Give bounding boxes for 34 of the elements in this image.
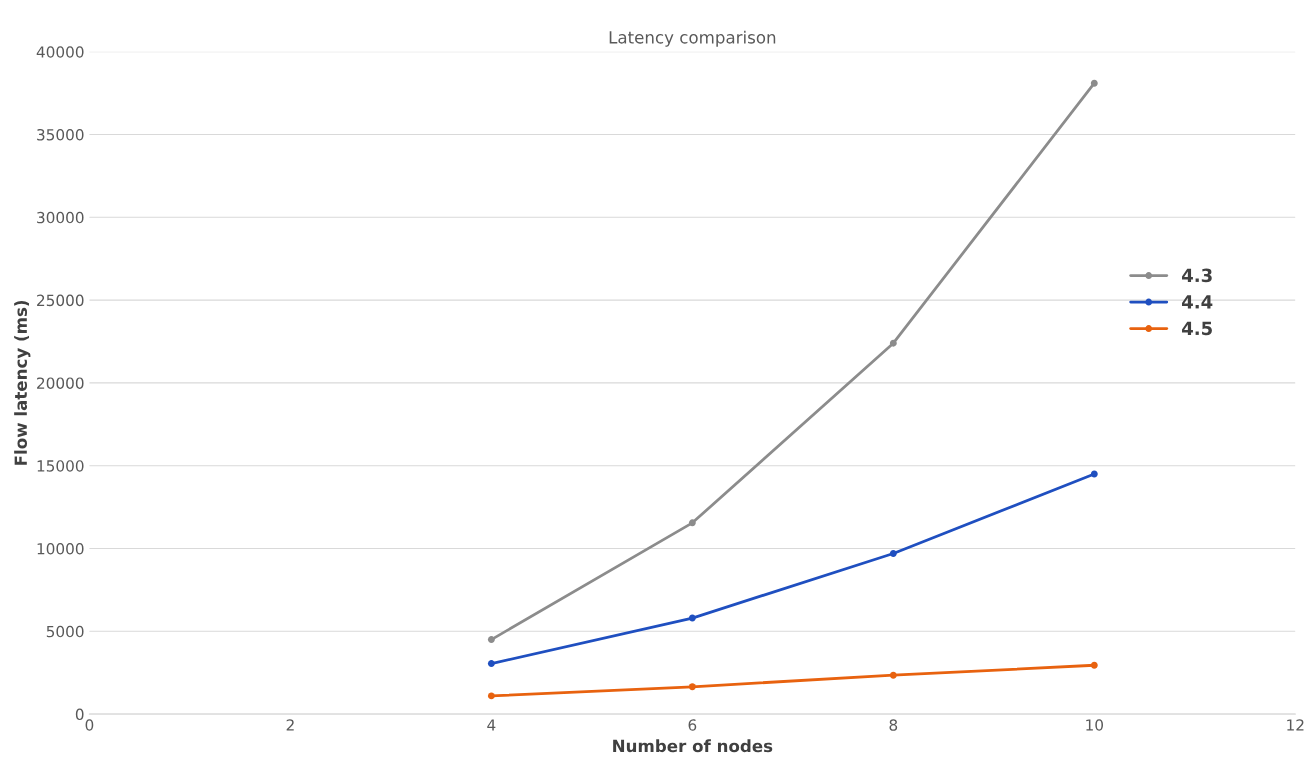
point xyxy=(889,550,897,557)
point xyxy=(487,660,495,668)
y-tick-label: 35000 xyxy=(37,128,84,141)
x-tick-label: 4 xyxy=(487,719,496,731)
y-tick-label: 0 xyxy=(75,708,84,721)
x-tick-label: 10 xyxy=(1086,719,1103,731)
x-tick-label: 8 xyxy=(889,719,898,731)
y-axis-title: Flow latency (ms) xyxy=(14,300,31,465)
y-tick-label: 20000 xyxy=(37,377,84,389)
x-tick-label: 0 xyxy=(85,719,94,731)
x-tick-label: 6 xyxy=(688,719,697,731)
point xyxy=(1090,661,1098,669)
point xyxy=(889,671,897,679)
point xyxy=(1090,79,1098,87)
legend-label: 4.3 xyxy=(1182,268,1212,283)
y-tick-label: 30000 xyxy=(37,211,84,224)
x-tick-label: 2 xyxy=(286,719,294,731)
y-tick-label: 15000 xyxy=(37,460,84,472)
point xyxy=(487,636,495,644)
point xyxy=(688,614,696,622)
legend-label: 4.4 xyxy=(1182,295,1213,309)
point xyxy=(688,683,696,691)
legend-label: 4.5 xyxy=(1182,321,1212,336)
x-tick-label: 12 xyxy=(1287,719,1304,731)
point xyxy=(688,519,696,527)
y-tick-label: 40000 xyxy=(36,46,84,58)
point xyxy=(487,692,495,700)
y-tick-label: 25000 xyxy=(37,294,84,307)
chart-title: Latency comparison xyxy=(609,30,776,47)
point xyxy=(889,339,897,347)
y-tick-label: 5000 xyxy=(46,625,84,638)
point xyxy=(1090,470,1098,478)
x-axis-title: Number of nodes xyxy=(613,739,773,753)
y-tick-label: 10000 xyxy=(37,542,84,555)
